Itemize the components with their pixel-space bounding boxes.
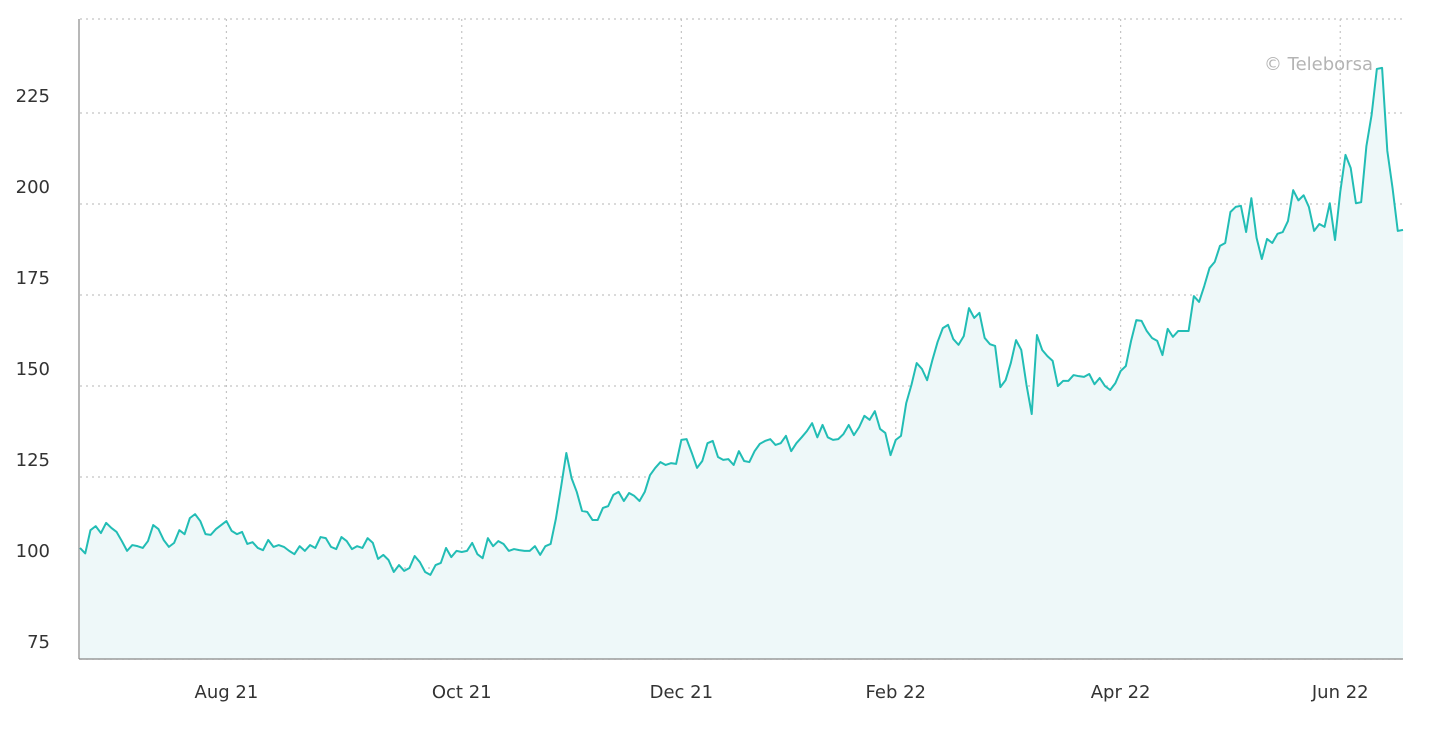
x-tick-label: Feb 22 <box>866 682 927 703</box>
y-tick-label: 225 <box>16 86 50 107</box>
y-tick-label: 150 <box>16 359 50 380</box>
y-tick-label: 200 <box>16 177 50 198</box>
y-tick-label: 100 <box>16 541 50 562</box>
x-tick-label: Oct 21 <box>432 682 492 703</box>
line <box>79 66 1404 576</box>
area <box>80 67 1403 659</box>
y-tick-label: 125 <box>16 450 50 471</box>
x-tick-label: Dec 21 <box>650 682 713 703</box>
y-tick-label: 175 <box>16 268 50 289</box>
x-tick-label: Jun 22 <box>1311 682 1369 703</box>
x-tick-label: Apr 22 <box>1091 682 1151 703</box>
x-tick-label: Aug 21 <box>195 682 259 703</box>
y-tick-label: 75 <box>27 632 50 653</box>
watermark: © Teleborsa <box>1264 54 1373 75</box>
